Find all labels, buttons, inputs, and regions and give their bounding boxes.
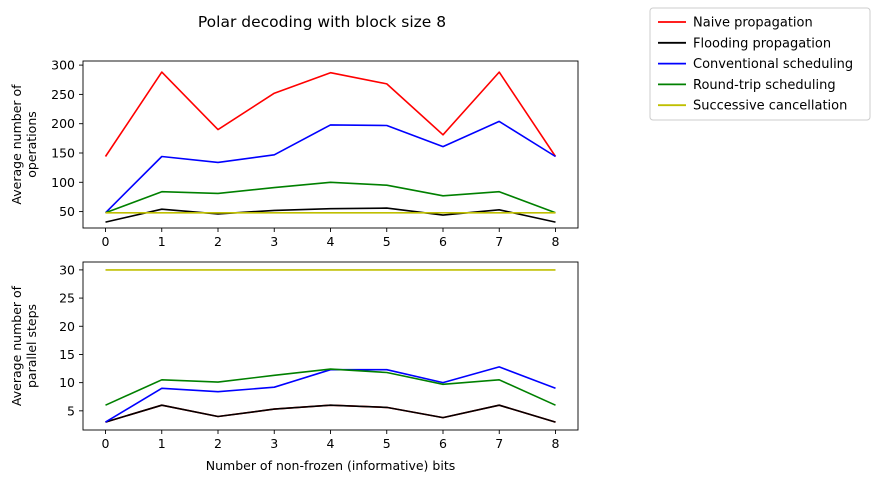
legend: Naive propagation Flooding propagation Con… [649, 7, 871, 121]
x-tick-label: 8 [552, 234, 560, 249]
x-tick-label: 5 [383, 436, 391, 451]
y-tick-label: 25 [59, 291, 75, 306]
y-axis-title: Average number ofoperations [9, 84, 39, 205]
y-tick-label: 15 [59, 347, 75, 362]
series-line-conventional-scheduling [104, 120, 556, 214]
y-axis-title: Average number ofparallel steps [9, 285, 39, 406]
x-tick-label: 7 [495, 436, 503, 451]
x-tick-label: 2 [214, 436, 222, 451]
y-tick-label: 200 [51, 116, 75, 131]
parallel-steps-subplot: 0 1 2 3 4 5 6 7 8 5 10 15 20 25 30 Average number ofpar… [9, 261, 579, 473]
series-line-flooding-propagation [105, 207, 556, 223]
series-line-round-trip-scheduling [105, 181, 556, 214]
x-tick-label: 8 [552, 436, 560, 451]
x-tick-label: 0 [102, 436, 110, 451]
series-line-naive-propagation [104, 71, 557, 157]
y-tick-label: 150 [51, 145, 75, 160]
series-line-flooding-propagation [105, 404, 556, 423]
y-tick-label: 20 [59, 319, 75, 334]
x-tick-label: 1 [158, 234, 166, 249]
x-tick-label: 4 [327, 234, 335, 249]
x-tick-label: 6 [439, 234, 447, 249]
legend-label-successive-cancellation: Successive cancellation [693, 99, 847, 114]
y-tick-label: 30 [59, 262, 75, 277]
y-tick-label: 5 [67, 403, 75, 418]
x-tick-label: 1 [158, 436, 166, 451]
x-tick-label: 4 [327, 436, 335, 451]
y-tick-label: 100 [51, 175, 75, 190]
x-tick-label: 6 [439, 436, 447, 451]
legend-frame [649, 7, 871, 121]
y-tick-label: 50 [59, 204, 75, 219]
series-line-round-trip-scheduling [105, 368, 556, 406]
x-tick-label: 3 [270, 436, 278, 451]
x-tick-label: 0 [102, 234, 110, 249]
legend-label-naive-propagation: Naive propagation [693, 16, 813, 31]
legend-label-conventional-scheduling: Conventional scheduling [693, 57, 853, 72]
x-tick-label: 7 [495, 234, 503, 249]
x-tick-label: 3 [270, 234, 278, 249]
legend-label-round-trip-scheduling: Round-trip scheduling [693, 78, 836, 93]
x-tick-label: 2 [214, 234, 222, 249]
y-tick-label: 300 [51, 58, 75, 73]
chart-title: Polar decoding with block size 8 [198, 13, 446, 31]
y-tick-label: 10 [59, 375, 75, 390]
x-tick-label: 5 [383, 234, 391, 249]
legend-label-flooding-propagation: Flooding propagation [693, 36, 831, 51]
y-tick-label: 250 [51, 87, 75, 102]
operations-subplot: 0 1 2 3 4 5 6 7 8 50 100 150 200 250 300 Average number… [9, 58, 579, 249]
x-axis-title: Number of non-frozen (informative) bits [206, 458, 455, 473]
